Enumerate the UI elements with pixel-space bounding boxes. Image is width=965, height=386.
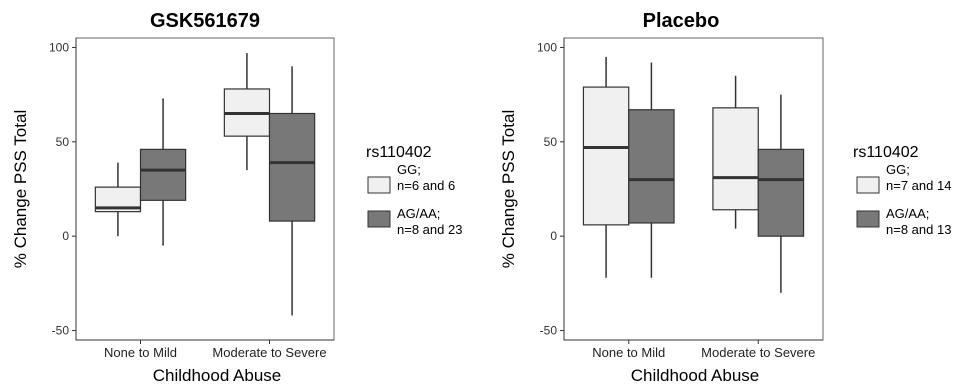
box-agaa-0 — [628, 62, 675, 278]
box-gg-1 — [223, 53, 271, 171]
box-gg-0 — [94, 162, 142, 237]
legend-label-agaa-line1: AG/AA; — [397, 206, 440, 221]
box-series — [94, 53, 316, 316]
legend-label-gg-line2: n=6 and 6 — [397, 178, 455, 193]
x-tick-label: None to Mild — [592, 345, 665, 360]
legend-swatch-agaa — [856, 210, 880, 228]
y-tick-label: 50 — [56, 135, 70, 149]
box-iqr — [757, 148, 805, 237]
x-tick-label: Moderate to Severe — [212, 345, 326, 360]
box-iqr — [268, 112, 316, 222]
box-agaa-0 — [139, 98, 187, 246]
legend-label-gg-line2: n=7 and 14 — [886, 178, 951, 193]
x-axis-title: Childhood Abuse — [631, 366, 760, 385]
legend-title: rs110402 — [853, 144, 919, 161]
x-tick-label: Moderate to Severe — [701, 345, 815, 360]
y-tick-label: 0 — [550, 229, 557, 243]
y-axis-ticks: -50 0 50 100 — [537, 40, 564, 338]
box-iqr — [712, 107, 759, 211]
y-axis-title: % Change PSS Total — [11, 110, 30, 268]
y-tick-label: -50 — [52, 324, 70, 338]
box-series — [582, 56, 805, 293]
box-agaa-1 — [757, 94, 805, 293]
y-tick-label: 50 — [544, 135, 558, 149]
y-tick-label: 100 — [537, 40, 557, 54]
box-agaa-1 — [268, 66, 316, 316]
legend: rs110402 GG; n=7 and 14 AG/AA; n=8 and 1… — [853, 144, 951, 237]
panel-gsk561679: GSK561679 % Change PSS Total Childhood A… — [11, 10, 462, 385]
legend-label-gg-line1: GG; — [886, 162, 910, 177]
box-gg-1 — [712, 75, 759, 229]
legend-label-agaa-line2: n=8 and 23 — [397, 222, 462, 237]
legend-entry-agaa: AG/AA; n=8 and 23 — [367, 206, 462, 237]
y-axis-ticks: -50 0 50 100 — [49, 40, 76, 338]
y-tick-label: 0 — [62, 229, 69, 243]
legend-entry-agaa: AG/AA; n=8 and 13 — [856, 206, 951, 237]
box-iqr — [582, 86, 630, 226]
box-iqr — [139, 148, 187, 201]
x-axis-ticks: None to Mild Moderate to Severe — [592, 340, 815, 360]
chart-title: Placebo — [643, 10, 720, 32]
chart-title: GSK561679 — [150, 10, 260, 32]
legend-title: rs110402 — [366, 144, 432, 161]
legend-entry-gg: GG; n=6 and 6 — [367, 162, 455, 194]
legend-swatch-gg — [856, 176, 880, 194]
box-gg-0 — [582, 56, 630, 278]
legend-entry-gg: GG; n=7 and 14 — [856, 162, 951, 194]
legend-label-agaa-line1: AG/AA; — [886, 206, 929, 221]
x-axis-title: Childhood Abuse — [153, 366, 282, 385]
y-axis-title: % Change PSS Total — [499, 110, 518, 268]
legend-label-agaa-line2: n=8 and 13 — [886, 222, 951, 237]
box-iqr — [628, 109, 675, 224]
legend-label-gg-line1: GG; — [397, 162, 421, 177]
legend-swatch-gg — [367, 176, 391, 194]
x-tick-label: None to Mild — [104, 345, 177, 360]
y-tick-label: -50 — [540, 324, 558, 338]
legend: rs110402 GG; n=6 and 6 AG/AA; n=8 and 23 — [366, 144, 462, 237]
x-axis-ticks: None to Mild Moderate to Severe — [104, 340, 327, 360]
panel-placebo: Placebo % Change PSS Total Childhood Abu… — [499, 10, 951, 385]
y-tick-label: 100 — [49, 40, 69, 54]
legend-swatch-agaa — [367, 210, 391, 228]
